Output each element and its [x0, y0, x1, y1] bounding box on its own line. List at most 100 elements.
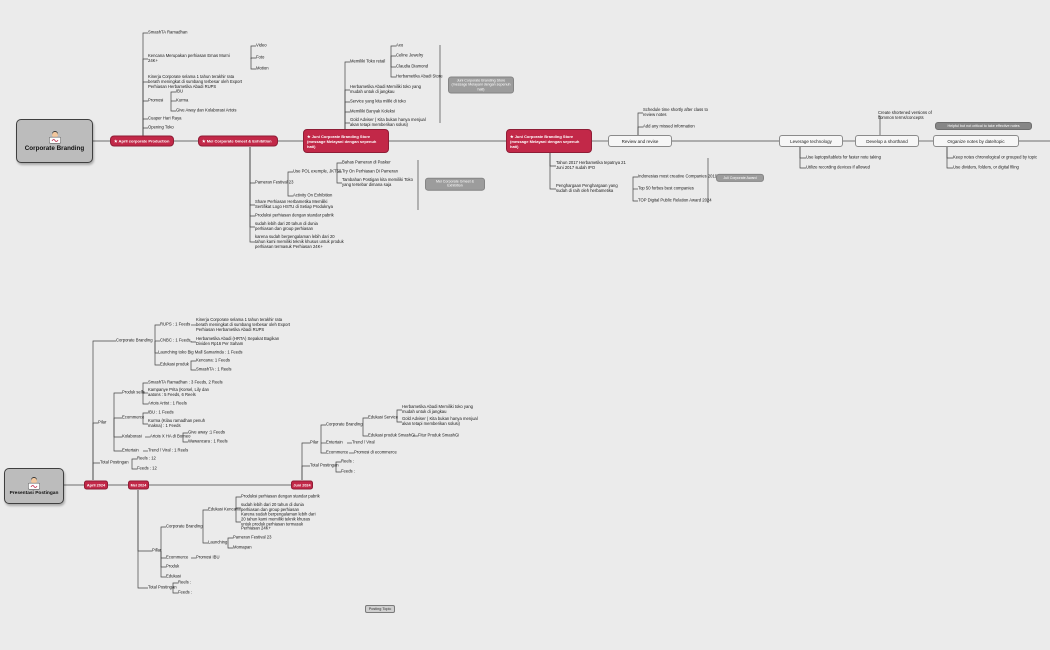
node-bahas-pameran[interactable]: Bahas Pameran di Pasker	[342, 159, 391, 165]
node-juni-branding-store-1[interactable]: ★ Juni Corporate Branding Store (message…	[303, 129, 389, 153]
node-share-sertifikat[interactable]: Share Perhiasan Herbametika Memiliki Ser…	[255, 199, 333, 209]
node-ecommerce-april[interactable]: Ecommerce	[122, 414, 145, 420]
node-juni-branding-store-2[interactable]: ★ Juni Corporate Branding Store (message…	[506, 129, 592, 153]
node-keep-notes[interactable]: Keep notes chronological or grouped by t…	[953, 154, 1038, 160]
node-top-digital[interactable]: TOP Digital Public Relation Award 2024	[638, 197, 712, 203]
node-reels-12[interactable]: Reels : 12	[137, 455, 156, 461]
node-kolaborasi-april[interactable]: Kolaborasi	[122, 433, 142, 439]
node-presentasi-postingan[interactable]: Presentasi Postingan	[4, 468, 64, 504]
node-cuaper-hari-raya[interactable]: Cuaper Hari Raya	[148, 115, 182, 121]
node-total-juni[interactable]: Total Postingan	[310, 462, 339, 468]
node-toko-retail[interactable]: Memiliki Toko retail	[350, 58, 386, 64]
node-launching-bigmall[interactable]: Launching toko Big Mall Samarinda : 1 Fe…	[158, 349, 243, 355]
node-smram-feeds[interactable]: SmashTA Ramadhan : 3 Feeds, 2 Reels	[148, 379, 223, 385]
node-rups-feeds[interactable]: RUPS : 1 Feeds	[160, 321, 191, 327]
node-sudah-20-2[interactable]: sudah lebih dari 20 tahun di dunia perhi…	[241, 502, 304, 512]
node-april-production[interactable]: ★ April corporate Production	[110, 135, 174, 147]
node-feeds-mei[interactable]: Feeds :	[178, 589, 192, 595]
node-produksi-standar[interactable]: Produksi perhiasan dengan standar pabrik	[255, 212, 334, 218]
node-karena-20[interactable]: karena sudah berpengalaman lebih dari 20…	[255, 233, 344, 249]
node-claudia-diamond[interactable]: Claudia Diamond	[396, 63, 429, 69]
node-edukasi-mei[interactable]: Edukasi	[166, 573, 181, 579]
node-pilar-juni[interactable]: Pilar	[310, 439, 319, 445]
node-ecommerce-juni[interactable]: Ecommerce	[326, 449, 349, 455]
node-total-mei[interactable]: Total Postingan	[148, 584, 177, 590]
node-promosi-ibu[interactable]: Promosi IBU	[196, 554, 220, 560]
node-entertain-juni[interactable]: Entertain	[326, 439, 343, 445]
node-artois-ha[interactable]: Artois X HA di Borneo	[150, 433, 191, 439]
node-smashta-ramadhan[interactable]: SmashTA Ramadhan	[148, 29, 188, 35]
node-cb-juni[interactable]: Corporate Branding	[326, 421, 363, 427]
node-launching-mei[interactable]: Launching	[208, 539, 228, 545]
node-pameran-festival-2[interactable]: Pameran Festival 23	[233, 534, 272, 540]
node-reels-juni[interactable]: Reels :	[341, 458, 355, 464]
node-mei-2024[interactable]: Mei 2024	[128, 480, 149, 490]
node-cnbc-feeds[interactable]: CNBC : 1 Feeds	[160, 337, 191, 343]
badge-juni-store[interactable]: Juni Corporate Branding Store (message M…	[448, 76, 514, 94]
badge-posting-topic[interactable]: Posting Topic	[365, 605, 395, 613]
node-forbes[interactable]: Top 50 forbes best companies	[638, 185, 694, 191]
node-produk-mei[interactable]: Produk	[166, 563, 180, 569]
node-trend-viral-juni[interactable]: Trend / Viral	[352, 439, 375, 445]
node-promosi[interactable]: Promosi	[148, 97, 164, 103]
node-video[interactable]: Video	[256, 42, 267, 48]
node-shortened-versions[interactable]: Create shortened versions of common term…	[878, 110, 932, 120]
node-sudah-20[interactable]: sudah lebih dari 20 tahun di dunia perhi…	[255, 221, 318, 231]
node-review-and-revise[interactable]: Review and revise	[608, 135, 672, 147]
node-kampanye-prita[interactable]: Kampanye Prita (Korsel, Lily dan aatons …	[148, 387, 209, 397]
node-opening-toko[interactable]: Opening Toko	[148, 124, 174, 130]
node-kencana-feeds[interactable]: Kencana: 1 Feeds	[196, 357, 230, 363]
node-pillar-mei[interactable]: Pillar	[152, 547, 162, 553]
badge-helpful-note[interactable]: Helpful but not critical to take effecti…	[935, 122, 1032, 130]
node-giveaway-artois[interactable]: Give Away dan Kolaborasi Artois	[176, 107, 237, 113]
node-ipo-2017[interactable]: Tahun 2017 Herbametika tepatnya 21 Juni …	[556, 160, 626, 170]
node-indonesia-creative[interactable]: Indonesias most creative Companies 2019	[638, 173, 718, 179]
node-tambahan-postingan[interactable]: Tambahan Postigan kita memiliki Toko yan…	[342, 177, 413, 187]
node-motion[interactable]: Motion	[256, 65, 269, 71]
node-wawancara-reels[interactable]: Wawancara : 1 Reels	[188, 438, 228, 444]
node-kencana-emas[interactable]: Kencana Merupakan perhiasan Emas Murni 2…	[148, 53, 230, 63]
node-develop-shorthand[interactable]: Develop a shorthand	[855, 135, 919, 147]
node-artois-artist[interactable]: Artois Artist : 1 Reels	[148, 400, 187, 406]
node-toko-mudah[interactable]: Herbametika Abadi Memiliki toko yang mud…	[350, 84, 421, 94]
node-edukasi-kencana[interactable]: Edukasi Kencana	[208, 506, 241, 512]
node-herbametika-store[interactable]: Herbametika Abadi Store	[396, 73, 443, 79]
node-organize-notes[interactable]: Organize notes by date/topic	[933, 135, 1019, 147]
node-laptops-tablets[interactable]: Use laptops/tablets for faster note taki…	[806, 154, 881, 160]
node-april-2024[interactable]: April 2024	[84, 480, 108, 490]
node-penghargaan[interactable]: Penghargaan Penghargaan yang sudah di ra…	[556, 183, 618, 193]
node-service-toko[interactable]: Service yang kita miliki di toko	[350, 98, 406, 104]
badge-juli-award[interactable]: Juli Corporate Award	[716, 173, 764, 183]
node-ibu-feeds[interactable]: IBU : 1 Feeds	[148, 409, 174, 415]
node-cb-mei[interactable]: Corporate Branding	[166, 523, 203, 529]
node-karena-20-2[interactable]: Karena sudah berpengalaman lebih dari 20…	[241, 511, 316, 531]
node-edukasi-smashgi[interactable]: Edukasi produk SmashGi	[368, 432, 416, 438]
node-edukasi-produk[interactable]: Edukasi produk	[160, 361, 189, 367]
node-momapan[interactable]: Momapan	[233, 544, 252, 550]
node-recording-devices[interactable]: Utilize recording devices if allowed	[806, 164, 871, 170]
node-toko-mudah-2[interactable]: Herbametika Abadi Memiliki toko yang mud…	[402, 404, 473, 414]
node-kurma[interactable]: Kurma	[176, 97, 189, 103]
node-ibu[interactable]: IBU	[176, 88, 183, 94]
node-add-missed[interactable]: Add any missed information	[643, 123, 695, 129]
node-feeds-juni[interactable]: Feeds :	[341, 468, 355, 474]
node-pameran-festival[interactable]: Pameran Festival 23	[255, 179, 294, 185]
node-schedule-review[interactable]: Schedule time shortly after class to rev…	[643, 107, 708, 117]
node-ecommerce-mei[interactable]: Ecommerce	[166, 554, 189, 560]
node-produksi-standar-2[interactable]: Produksi perhiasan dengan standar pabrik	[241, 493, 320, 499]
node-pilar-april[interactable]: Pilar	[98, 419, 107, 425]
node-leverage-technology[interactable]: Leverage technology	[779, 135, 843, 147]
node-kurma-kilau[interactable]: Kurma (Kilau ramadhan penuh makna) : 1 F…	[148, 418, 206, 428]
node-gold-adviser-2[interactable]: Gold Adviser ( Kita bukan hanya menjual …	[402, 416, 478, 426]
node-corporate-branding[interactable]: Corporate Branding	[16, 119, 93, 163]
node-axo[interactable]: Axo	[396, 42, 404, 48]
node-use-pol[interactable]: Use POL exemple, JKT50	[293, 168, 342, 174]
node-use-dividers[interactable]: Use dividers, folders, or digital filing	[953, 164, 1019, 170]
node-feeds-12[interactable]: Feeds : 12	[137, 465, 157, 471]
node-edukasi-service[interactable]: Edukasi Service	[368, 414, 399, 420]
node-celine-jewelry[interactable]: Celine Jewelry	[396, 52, 424, 58]
node-hrta-dividen[interactable]: Herbametika Abadi (HRTA) Sepakat Bagikan…	[196, 336, 280, 346]
node-giveaway-feeds[interactable]: Give away :1 Feeds	[188, 429, 226, 435]
node-juni-2024[interactable]: Juni 2024	[291, 480, 313, 490]
